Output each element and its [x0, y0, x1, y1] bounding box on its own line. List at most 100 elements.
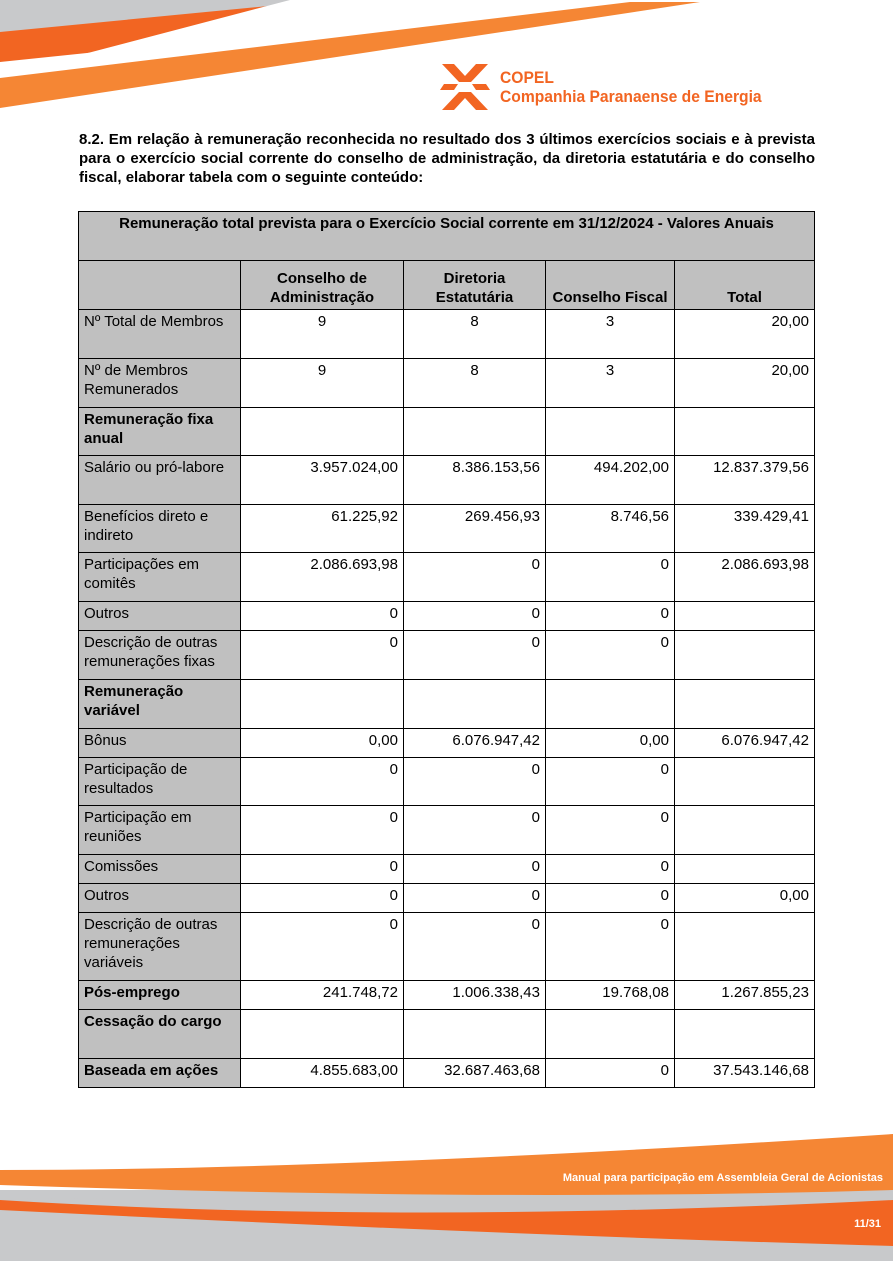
table-cell: 0	[403, 630, 546, 680]
table-cell	[674, 854, 815, 884]
brand-name: COPEL	[500, 68, 554, 87]
page-number: 11/31	[854, 1218, 881, 1230]
table-row: Bônus 0,00 6.076.947,42 0,00 6.076.947,42	[78, 728, 815, 758]
row-label: Participação em reuniões	[78, 805, 241, 855]
row-label: Cessação do cargo	[78, 1009, 241, 1059]
table-cell: 2.086.693,98	[240, 552, 404, 602]
table-cell: 0	[545, 805, 675, 855]
table-cell: 1.006.338,43	[403, 980, 546, 1010]
row-label: Salário ou pró-labore	[78, 455, 241, 505]
table-cell: 2.086.693,98	[674, 552, 815, 602]
table-cell: 0	[240, 601, 404, 631]
table-row: Participação em reuniões 0 0 0	[78, 805, 815, 855]
table-cell	[240, 679, 404, 729]
table-row: Remuneração variável	[78, 679, 815, 729]
table-cell	[674, 1009, 815, 1059]
table-cell: 0	[403, 805, 546, 855]
table-cell: 0	[240, 630, 404, 680]
brand-full-name: Companhia Paranaense de Energia	[500, 87, 762, 106]
table-cell: 0	[403, 912, 546, 981]
table-cell: 8	[403, 309, 546, 359]
table-cell: 0	[545, 854, 675, 884]
table-cell: 3	[545, 309, 675, 359]
column-header: Conselho Fiscal	[545, 260, 675, 310]
footer-text: Manual para participação em Assembleia G…	[562, 1172, 883, 1184]
remuneration-table: Remuneração total prevista para o Exercí…	[78, 211, 815, 1088]
table-cell: 0	[545, 630, 675, 680]
table-cell: 339.429,41	[674, 504, 815, 553]
table-cell: 0	[240, 805, 404, 855]
row-label: Pós-emprego	[78, 980, 241, 1010]
row-label: Remuneração fixa anual	[78, 407, 241, 456]
table-row: Participações em comitês 2.086.693,98 0 0 2.…	[78, 552, 815, 602]
table-cell: 0	[545, 757, 675, 806]
table-cell	[674, 679, 815, 729]
table-row: Participação de resultados 0 0 0	[78, 757, 815, 806]
table-cell: 0	[240, 757, 404, 806]
table-cell: 0	[545, 883, 675, 913]
table-cell: 37.543.146,68	[674, 1058, 815, 1088]
row-label: Nº Total de Membros	[78, 309, 241, 359]
table-cell	[674, 757, 815, 806]
row-label: Benefícios direto e indireto	[78, 504, 241, 553]
table-cell	[674, 601, 815, 631]
table-cell: 0	[403, 854, 546, 884]
table-cell: 0	[403, 552, 546, 602]
table-cell	[240, 1009, 404, 1059]
table-cell: 494.202,00	[545, 455, 675, 505]
row-label: Remuneração variável	[78, 679, 241, 729]
copel-logo: COPEL Companhia Paranaense de Energia	[440, 64, 784, 110]
table-cell: 0,00	[545, 728, 675, 758]
table-cell	[545, 407, 675, 456]
table-cell	[674, 912, 815, 981]
table-row: Benefícios direto e indireto 61.225,92 269…	[78, 504, 815, 553]
table-cell: 3	[545, 358, 675, 408]
table-cell: 20,00	[674, 358, 815, 408]
row-label: Descrição de outras remunerações variáve…	[78, 912, 241, 981]
row-label: Outros	[78, 601, 241, 631]
row-label: Comissões	[78, 854, 241, 884]
header-swoosh	[0, 0, 700, 108]
table-cell	[674, 407, 815, 456]
table-cell: 6.076.947,42	[403, 728, 546, 758]
table-cell: 0,00	[674, 883, 815, 913]
table-cell: 8.386.153,56	[403, 455, 546, 505]
table-row: Outros 0 0 0 0,00	[78, 883, 815, 913]
table-cell: 9	[240, 358, 404, 408]
table-cell: 12.837.379,56	[674, 455, 815, 505]
row-label: Outros	[78, 883, 241, 913]
section-intro: 8.2. Em relação à remuneração reconhecid…	[79, 131, 815, 186]
row-label: Participações em comitês	[78, 552, 241, 602]
column-header: Diretoria Estatutária	[403, 260, 546, 310]
row-label: Baseada em ações	[78, 1058, 241, 1088]
table-cell: 0	[545, 1058, 675, 1088]
table-cell	[674, 630, 815, 680]
table-cell: 9	[240, 309, 404, 359]
table-row: Pós-emprego 241.748,72 1.006.338,43 19.768,…	[78, 980, 815, 1010]
table-cell	[674, 805, 815, 855]
column-header: Conselho de Administração	[240, 260, 404, 310]
table-cell	[403, 1009, 546, 1059]
table-cell: 20,00	[674, 309, 815, 359]
table-row: Outros 0 0 0	[78, 601, 815, 631]
table-cell: 0	[240, 912, 404, 981]
row-label: Nº de Membros Remunerados	[78, 358, 241, 408]
table-cell: 1.267.855,23	[674, 980, 815, 1010]
row-label: Participação de resultados	[78, 757, 241, 806]
table-cell: 6.076.947,42	[674, 728, 815, 758]
table-title: Remuneração total prevista para o Exercí…	[78, 211, 815, 261]
table-cell: 241.748,72	[240, 980, 404, 1010]
table-cell: 0	[545, 552, 675, 602]
table-cell	[545, 1009, 675, 1059]
table-row: Remuneração fixa anual	[78, 407, 815, 456]
table-cell	[403, 407, 546, 456]
table-cell: 32.687.463,68	[403, 1058, 546, 1088]
table-cell: 0	[403, 883, 546, 913]
footer-swoosh	[0, 1134, 893, 1261]
table-row: Descrição de outras remunerações variáve…	[78, 912, 815, 981]
table-row: Baseada em ações 4.855.683,00 32.687.463,6…	[78, 1058, 815, 1088]
table-cell	[240, 407, 404, 456]
table-cell: 0	[403, 757, 546, 806]
table-cell: 0	[403, 601, 546, 631]
